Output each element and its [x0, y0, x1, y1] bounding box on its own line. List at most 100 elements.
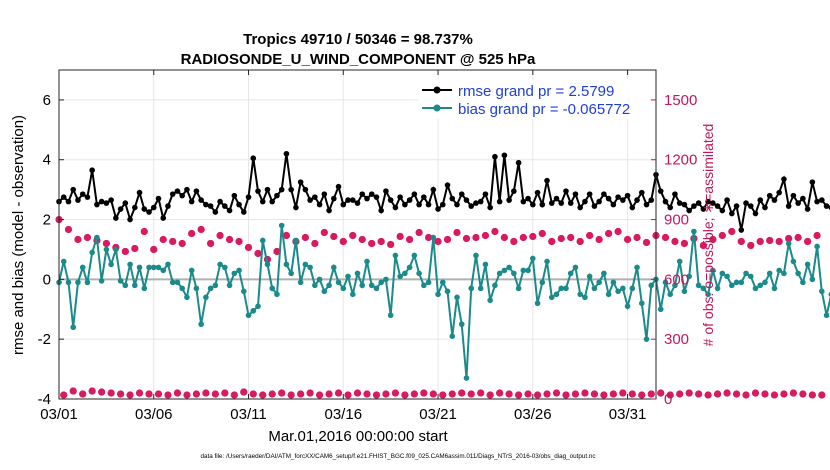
obs-assimilated-point [164, 391, 172, 399]
rmse-point [515, 159, 522, 166]
rmse-point [771, 197, 778, 203]
rmse-point [165, 203, 171, 209]
obs-assimilated-point [330, 233, 338, 240]
obs-assimilated-point [799, 390, 807, 398]
obs-assimilated-point [529, 233, 537, 240]
rmse-point [174, 188, 181, 194]
obs-assimilated-point [609, 390, 617, 398]
rmse-point [814, 198, 820, 205]
rmse-point [293, 204, 299, 211]
rmse-point [274, 192, 280, 199]
rmse-point [127, 216, 133, 223]
bias-point [231, 270, 238, 277]
obs-assimilated-point [306, 389, 314, 397]
bias-point [492, 282, 498, 289]
obs-assimilated-point [619, 389, 627, 397]
bias-point [359, 282, 366, 289]
bias-point [75, 279, 81, 286]
bias-point [757, 282, 764, 289]
bias-point [349, 291, 356, 298]
rmse-point [634, 197, 640, 203]
rmse-point [117, 206, 124, 212]
rmse-point [539, 201, 546, 208]
bias-point [293, 237, 299, 244]
rmse-point [525, 195, 531, 202]
x-tick-label: 03/21 [419, 406, 457, 423]
rmse-point [155, 195, 162, 202]
rmse-point [278, 186, 285, 193]
y-left-tick-label: 2 [43, 212, 51, 229]
bias-point [449, 333, 456, 339]
bias-point [790, 258, 797, 265]
rmse-point [98, 198, 105, 205]
y-right-tick-label: 900 [664, 212, 689, 229]
rmse-point [615, 194, 621, 200]
bias-point [122, 282, 129, 289]
obs-assimilated-point [140, 228, 148, 235]
obs-assimilated-point [79, 390, 87, 398]
obs-assimilated-point [316, 391, 323, 399]
rmse-point [264, 186, 271, 193]
bias-point [150, 264, 157, 271]
obs-assimilated-point [510, 238, 518, 245]
obs-assimilated-point [245, 244, 252, 251]
rmse-point [65, 198, 72, 205]
obs-assimilated-point [681, 240, 688, 247]
rmse-point [160, 215, 167, 221]
obs-assimilated-point [221, 389, 229, 397]
chart-title-line2: RADIOSONDE_U_WIND_COMPONENT @ 525 hPa [181, 51, 536, 68]
rmse-point [657, 188, 664, 194]
rmse-point [397, 194, 403, 200]
bias-point [368, 282, 375, 289]
rmse-point [79, 191, 86, 197]
rmse-point [511, 188, 517, 194]
obs-assimilated-point [259, 391, 267, 399]
bias-point [572, 264, 579, 271]
bias-point [364, 258, 370, 265]
rmse-point [345, 197, 351, 203]
bias-point [274, 291, 280, 298]
bias-point [747, 273, 754, 280]
bias-point [222, 264, 228, 271]
obs-assimilated-point [439, 391, 447, 399]
rmse-point [288, 186, 294, 193]
rmse-point [113, 215, 119, 221]
obs-assimilated-point [102, 240, 110, 247]
rmse-point [269, 198, 276, 205]
bias-point [226, 282, 233, 289]
rmse-point [809, 179, 816, 185]
rmse-point [316, 201, 323, 208]
obs-assimilated-point [254, 250, 262, 257]
rmse-point [473, 200, 479, 206]
bias-point [605, 291, 612, 298]
obs-assimilated-point [98, 388, 106, 396]
obs-assimilated-point [235, 238, 243, 245]
x-axis-ticks: 03/01 03/06 03/11 03/16 03/21 03/26 03/31 [40, 70, 646, 423]
bias-point [776, 267, 782, 274]
obs-assimilated-point [534, 391, 541, 399]
obs-assimilated-point [477, 389, 485, 397]
rmse-point [364, 195, 370, 202]
rmse-point [785, 203, 792, 209]
bias-point [79, 264, 86, 271]
rmse-point [601, 191, 607, 197]
obs-assimilated-point [685, 389, 693, 397]
obs-assimilated-point [415, 229, 423, 236]
bias-point [288, 270, 294, 277]
obs-assimilated-point [818, 391, 826, 399]
bias-point [800, 279, 806, 286]
obs-assimilated-point [74, 236, 82, 243]
y-right-tick-label: 1200 [664, 152, 697, 169]
bias-point [188, 267, 195, 274]
rmse-point [620, 197, 626, 203]
obs-assimilated-point [410, 390, 418, 398]
rmse-point [406, 197, 413, 203]
obs-assimilated-point [808, 391, 816, 399]
x-tick-label: 03/11 [230, 406, 266, 423]
obs-assimilated-point [354, 389, 361, 397]
bias-point [430, 234, 437, 241]
obs-assimilated-point [543, 390, 551, 398]
x-tick-label: 03/01 [40, 406, 78, 423]
bias-point [601, 270, 607, 277]
bias-point [624, 303, 631, 310]
